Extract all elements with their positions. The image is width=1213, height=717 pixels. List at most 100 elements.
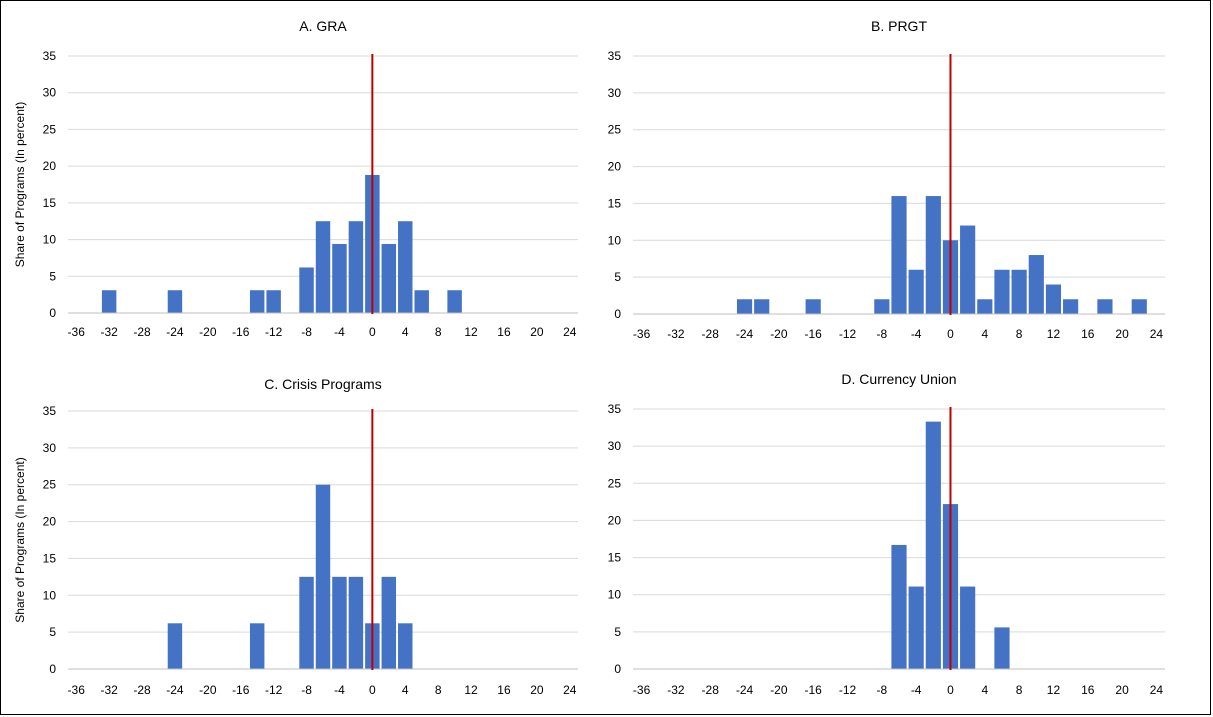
- bar: [414, 290, 429, 313]
- chart-panel-1: A. GRA 0 5 10 15 20 25 30 35 -36 -32 -28 -24 -20 -16 -1…: [13, 18, 578, 339]
- x-tick-label: -12: [839, 327, 857, 341]
- bar: [1011, 269, 1027, 314]
- y-tick-label: 35: [43, 49, 57, 63]
- x-tick-label: -28: [133, 683, 151, 697]
- x-tick-label: 12: [464, 325, 478, 339]
- y-tick-label: 30: [608, 86, 622, 100]
- x-tick-label: -16: [805, 327, 823, 341]
- bar: [348, 221, 364, 313]
- x-tick-label: 20: [530, 683, 544, 697]
- chart-title: C. Crisis Programs: [264, 376, 381, 392]
- x-tick-label: -32: [667, 683, 685, 697]
- x-tick-label: 4: [981, 683, 988, 697]
- x-tick-label: -16: [232, 683, 250, 697]
- y-tick-label: 10: [43, 588, 57, 602]
- y-tick-label: 20: [608, 513, 622, 527]
- y-tick-label: 20: [43, 159, 57, 173]
- x-tick-label: -24: [166, 325, 184, 339]
- x-tick-label: -12: [265, 683, 283, 697]
- bar: [101, 290, 117, 313]
- bar: [1028, 255, 1044, 314]
- bar: [398, 221, 413, 313]
- x-tick-label: -8: [301, 325, 312, 339]
- y-axis-label: Share of Programs (In percent): [13, 457, 27, 622]
- x-tick-label: -28: [702, 327, 720, 341]
- bar: [447, 290, 462, 313]
- bar: [1063, 299, 1079, 314]
- chart-title: A. GRA: [299, 18, 347, 34]
- x-tick-label: -36: [68, 325, 86, 339]
- x-tick-label: 8: [1016, 683, 1023, 697]
- chart-panel-2: B. PRGT 0 5 10 15 20 25 30 35 -36 -32 -28 -24 -20 -16 -…: [608, 18, 1165, 341]
- bar: [167, 290, 183, 313]
- y-tick-label: 15: [43, 551, 57, 565]
- x-tick-label: -12: [265, 325, 283, 339]
- x-tick-label: 12: [1047, 683, 1061, 697]
- x-tick-label: 0: [369, 683, 376, 697]
- bar: [398, 623, 413, 669]
- y-tick-label: 30: [43, 86, 57, 100]
- x-tick-label: 24: [1150, 683, 1164, 697]
- y-tick-label: 20: [608, 160, 622, 174]
- x-tick-label: 0: [947, 327, 954, 341]
- bar: [381, 243, 397, 313]
- bar: [908, 586, 924, 669]
- bar: [249, 290, 265, 313]
- y-tick-label: 5: [49, 625, 56, 639]
- y-tick-label: 0: [614, 662, 621, 676]
- x-tick-label: -32: [100, 683, 118, 697]
- x-tick-label: -20: [770, 683, 788, 697]
- bar: [925, 421, 941, 669]
- chart-title: D. Currency Union: [841, 371, 956, 387]
- y-tick-label: 5: [49, 269, 56, 283]
- bar: [249, 623, 265, 669]
- bar: [805, 299, 821, 314]
- x-tick-label: -28: [702, 683, 720, 697]
- x-tick-label: 24: [563, 325, 577, 339]
- x-tick-label: -8: [877, 683, 888, 697]
- bar: [736, 299, 753, 314]
- bar: [348, 576, 364, 669]
- x-tick-label: -4: [334, 683, 345, 697]
- x-tick-label: 4: [402, 683, 409, 697]
- x-tick-label: 20: [1115, 327, 1129, 341]
- bar: [1097, 299, 1113, 314]
- y-tick-label: 25: [608, 123, 622, 137]
- y-tick-label: 25: [43, 478, 57, 492]
- x-tick-label: 24: [563, 683, 577, 697]
- x-tick-label: -4: [334, 325, 345, 339]
- y-tick-label: 35: [608, 49, 622, 63]
- x-tick-label: 16: [497, 325, 511, 339]
- bar: [1131, 299, 1147, 314]
- y-tick-label: 5: [614, 270, 621, 284]
- bar: [299, 267, 314, 313]
- x-tick-label: 0: [947, 683, 954, 697]
- y-tick-label: 15: [608, 196, 622, 210]
- bar: [315, 484, 331, 669]
- y-tick-label: 25: [43, 122, 57, 136]
- x-tick-label: -8: [301, 683, 312, 697]
- bar: [1045, 284, 1062, 314]
- bar: [299, 576, 314, 669]
- x-tick-label: -36: [633, 327, 651, 341]
- x-tick-label: -28: [133, 325, 151, 339]
- x-tick-label: -20: [199, 325, 217, 339]
- bar: [891, 196, 907, 314]
- y-tick-label: 15: [608, 551, 622, 565]
- x-tick-label: 20: [530, 325, 544, 339]
- bar: [332, 576, 347, 669]
- x-tick-label: -20: [199, 683, 217, 697]
- y-tick-label: 0: [49, 306, 56, 320]
- x-tick-label: 8: [435, 683, 442, 697]
- x-tick-label: 4: [402, 325, 409, 339]
- x-tick-label: 4: [981, 327, 988, 341]
- y-tick-label: 35: [43, 404, 57, 418]
- y-tick-label: 0: [614, 307, 621, 321]
- x-tick-label: 16: [1081, 683, 1095, 697]
- bar: [960, 225, 976, 314]
- bar: [315, 221, 331, 313]
- y-tick-label: 5: [614, 625, 621, 639]
- bar: [994, 627, 1010, 669]
